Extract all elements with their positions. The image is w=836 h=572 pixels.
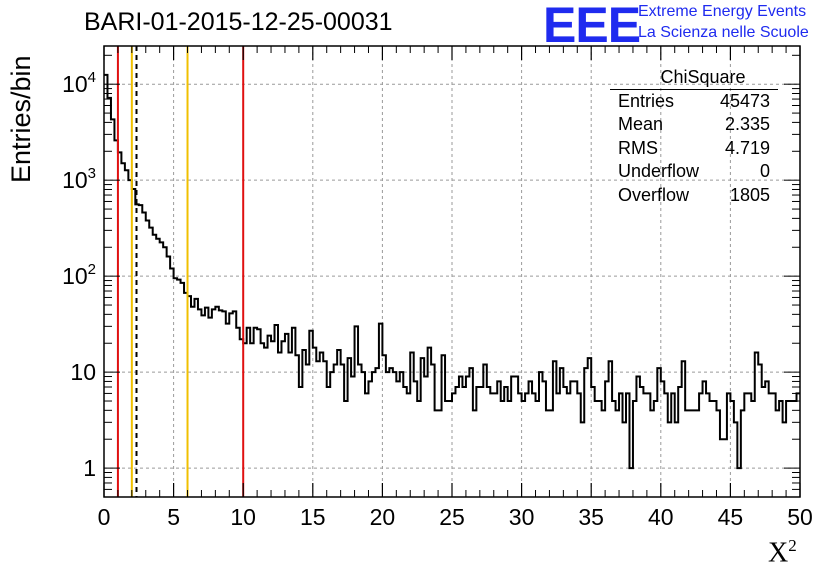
logo-subtitle-line2: La Scienza nelle Scuole	[638, 24, 809, 41]
stats-title: ChiSquare	[610, 66, 778, 90]
x-tick-label: 35	[578, 504, 604, 530]
stats-label: Overflow	[618, 184, 690, 205]
x-tick-label: 0	[98, 504, 111, 530]
x-axis-label-superscript: 2	[788, 536, 797, 555]
stats-label: RMS	[618, 137, 658, 158]
y-tick-label: 104	[62, 69, 96, 97]
x-axis-label-base: X	[768, 537, 789, 569]
stats-value: 45473	[719, 91, 770, 111]
eee-logo-icon: EEE	[543, 0, 641, 53]
stats-value: 1805	[729, 184, 770, 205]
x-tick-label: 5	[167, 504, 180, 530]
logo-subtitle-line1: Extreme Energy Events	[638, 3, 807, 20]
y-axis-label: Entries/bin	[6, 55, 36, 183]
y-tick-label: 103	[62, 165, 96, 193]
stats-row-overflow: Overflow 1805	[610, 184, 778, 207]
y-tick-label: 10	[70, 359, 96, 385]
stats-row-mean: Mean 2.335	[610, 113, 778, 136]
stats-box: ChiSquare Entries 45473 Mean 2.335 RMS 4…	[610, 66, 778, 207]
y-tick-label: 102	[62, 261, 96, 289]
stats-row-rms: RMS 4.719	[610, 137, 778, 160]
x-tick-label: 45	[718, 504, 744, 530]
x-tick-label: 10	[230, 504, 256, 530]
x-tick-label: 30	[509, 504, 535, 530]
stats-row-entries: Entries 45473	[610, 90, 778, 113]
stats-label: Underflow	[618, 161, 700, 182]
x-tick-label: 20	[370, 504, 396, 530]
x-tick-label: 25	[439, 504, 465, 530]
stats-label: Mean	[618, 114, 664, 135]
histogram-series	[104, 73, 800, 470]
stats-row-underflow: Underflow 0	[610, 160, 778, 183]
x-axis-label: X2	[768, 536, 797, 569]
stats-value: 2.335	[724, 114, 770, 135]
stats-value: 0	[759, 161, 770, 182]
x-tick-label: 50	[787, 504, 813, 530]
x-tick-label: 15	[300, 504, 326, 530]
x-tick-label: 40	[648, 504, 674, 530]
stats-label: Entries	[618, 91, 675, 111]
stats-value: 4.719	[724, 137, 770, 158]
chart-title: BARI-01-2015-12-25-00031	[84, 8, 393, 36]
y-tick-label: 1	[83, 455, 96, 481]
